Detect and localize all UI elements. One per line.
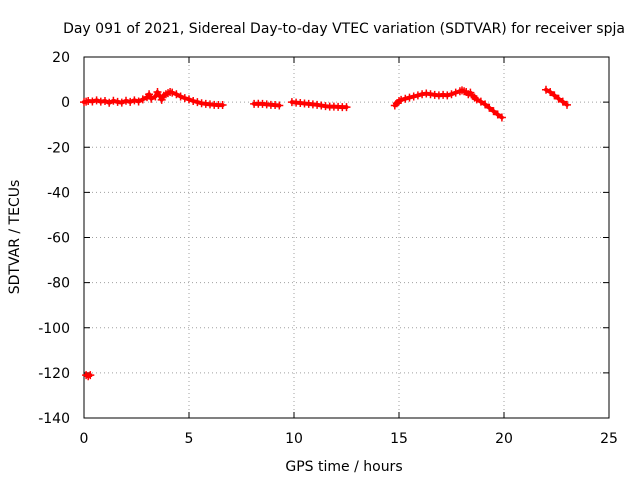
data-point [151,92,160,101]
chart-title: Day 091 of 2021, Sidereal Day-to-day VTE… [63,21,625,37]
data-point [550,91,559,100]
y-axis-label: SDTVAR / TECUs [7,180,23,295]
x-tick-label: 0 [80,431,89,447]
data-point [109,96,118,105]
axis-ticks: 0 5 10 15 20 25 -140 -120 -100 -80 -60 -40 -20 0 20 [38,50,618,447]
data-point [189,96,198,105]
data-point [145,90,154,99]
data-point [122,96,130,105]
data-point [105,98,114,107]
data-point [497,113,506,122]
y-tick-label: -120 [38,366,70,382]
y-tick-label: -60 [47,231,70,247]
data-point [489,107,498,116]
data-point [451,88,460,97]
data-point [147,94,156,103]
data-point [493,110,502,119]
data-point [134,97,143,106]
y-tick-label: -80 [47,276,70,292]
data-point [176,92,185,101]
plot-frame [83,56,610,419]
data-point [447,90,456,99]
x-tick-label: 25 [600,431,618,447]
y-tick-label: -140 [38,411,70,427]
y-tick-label: 20 [52,50,70,66]
data-point [275,101,284,110]
data-point [218,101,227,110]
data-point [485,103,494,112]
data-point [409,92,418,101]
y-tick-label: -100 [38,321,70,337]
y-tick-label: 0 [61,95,70,111]
data-point [168,88,177,97]
data-point [342,103,351,112]
data-point [130,96,139,105]
data-point [86,371,95,380]
y-tick-label: -40 [47,185,70,201]
data-point [558,97,567,106]
grid-lines [84,57,609,418]
data-point [542,85,550,94]
data-point [157,95,166,104]
data-point [476,97,485,106]
data-point [546,87,555,96]
data-point [117,98,126,107]
data-point [101,96,109,105]
data-point [401,94,410,103]
data-point [88,97,97,106]
data-point [472,95,481,104]
data-point [443,91,452,100]
y-tick-label: -20 [47,140,70,156]
data-point [481,100,490,109]
data-point [563,100,571,109]
data-point [138,95,147,104]
data-point [193,98,202,107]
data-points [80,85,571,381]
data-point [180,94,189,103]
data-point [92,96,101,105]
x-axis-label: GPS time / hours [285,459,402,475]
data-point [554,94,563,103]
data-point [172,90,181,99]
x-tick-label: 5 [185,431,194,447]
data-point [405,93,414,102]
x-tick-label: 10 [285,431,303,447]
x-tick-label: 20 [495,431,513,447]
x-tick-label: 15 [390,431,408,447]
data-point [397,95,406,104]
data-point [413,91,422,100]
data-point [185,95,193,104]
data-point [126,97,135,106]
